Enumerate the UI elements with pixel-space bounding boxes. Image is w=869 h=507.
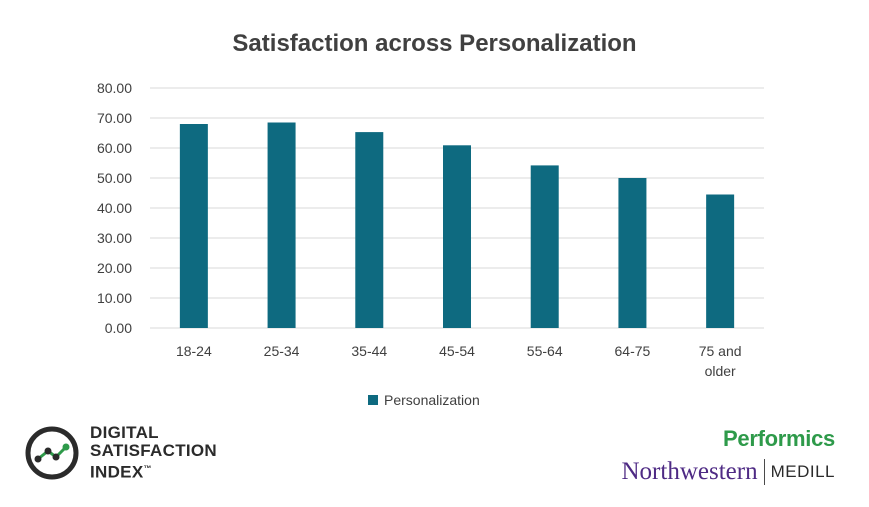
x-tick-label: older (705, 363, 736, 379)
bar (355, 132, 384, 328)
bar (530, 165, 559, 328)
x-tick-label: 25-34 (264, 343, 300, 359)
y-tick-label: 0.00 (105, 320, 132, 336)
y-tick-label: 10.00 (97, 290, 132, 306)
bar (179, 124, 208, 328)
x-tick-label: 64-75 (615, 343, 651, 359)
northwestern-wordmark: Northwestern (621, 458, 758, 485)
legend-swatch (368, 395, 378, 405)
logo-divider (763, 459, 765, 485)
x-tick-label: 45-54 (439, 343, 475, 359)
y-tick-label: 70.00 (97, 110, 132, 126)
x-tick-label: 55-64 (527, 343, 563, 359)
performics-logo: Performics (723, 426, 835, 451)
bar (267, 122, 296, 328)
northwestern-medill-logo: Northwestern MEDILL (622, 458, 836, 486)
x-tick-label: 75 and (699, 343, 742, 359)
bar (706, 194, 735, 328)
dsi-logo: DIGITAL SATISFACTION INDEX™ (24, 424, 217, 482)
y-tick-label: 80.00 (97, 80, 132, 96)
legend: Personalization (368, 392, 480, 408)
y-tick-label: 40.00 (97, 200, 132, 216)
y-tick-label: 20.00 (97, 260, 132, 276)
medill-wordmark: MEDILL (770, 462, 835, 481)
y-tick-label: 60.00 (97, 140, 132, 156)
bar (618, 178, 647, 328)
x-tick-label: 35-44 (351, 343, 387, 359)
bar (443, 145, 471, 328)
legend-label: Personalization (384, 392, 480, 408)
dsi-chart-icon (25, 426, 79, 480)
x-tick-label: 18-24 (176, 343, 212, 359)
bar-chart: 0.00 10.00 20.00 30.00 40.00 50.00 60.00 70.00 8… (97, 80, 764, 379)
y-tick-label: 50.00 (97, 170, 132, 186)
chart-title: Satisfaction across Personalization (232, 30, 637, 57)
dsi-wordmark: DIGITAL SATISFACTION INDEX™ (90, 423, 218, 482)
y-tick-label: 30.00 (97, 230, 132, 246)
